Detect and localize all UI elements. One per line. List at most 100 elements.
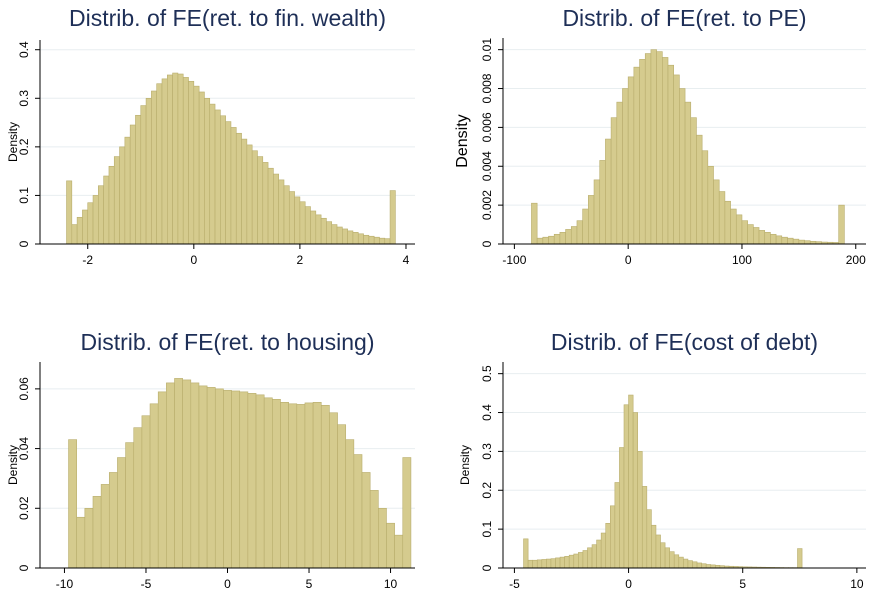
bar bbox=[157, 84, 162, 244]
y-tick-label: 0.3 bbox=[17, 90, 31, 107]
bar bbox=[247, 145, 252, 244]
y-tick-label: 0.02 bbox=[17, 496, 31, 520]
bar bbox=[647, 510, 652, 568]
bar bbox=[93, 195, 98, 244]
bar bbox=[546, 559, 551, 568]
bar bbox=[386, 523, 394, 568]
bar bbox=[252, 151, 257, 244]
bar bbox=[305, 403, 313, 568]
bar bbox=[101, 484, 109, 568]
bar bbox=[587, 548, 592, 568]
bar bbox=[528, 560, 533, 568]
y-axis-label: Density bbox=[458, 445, 472, 485]
x-tick-label: -100 bbox=[502, 253, 526, 267]
bar bbox=[305, 207, 310, 244]
chart-title: Distrib. of FE(ret. to housing) bbox=[81, 329, 375, 355]
bar bbox=[617, 102, 623, 244]
bar bbox=[610, 506, 615, 568]
bar bbox=[297, 404, 305, 568]
bar bbox=[606, 523, 611, 568]
bar bbox=[770, 234, 776, 244]
bar bbox=[799, 240, 805, 244]
bar bbox=[640, 59, 646, 244]
bar bbox=[793, 239, 799, 244]
bar bbox=[257, 157, 262, 244]
bar bbox=[565, 556, 570, 568]
bar bbox=[378, 508, 386, 568]
bar bbox=[210, 104, 215, 244]
bar bbox=[629, 395, 634, 568]
x-tick-label: 0 bbox=[625, 577, 632, 591]
bar bbox=[592, 545, 597, 568]
chart-title: Distrib. of FE(ret. to PE) bbox=[562, 5, 806, 31]
bar bbox=[289, 192, 294, 244]
bar bbox=[183, 77, 188, 244]
bar bbox=[232, 391, 240, 568]
y-tick-label: 0.04 bbox=[17, 437, 31, 461]
bar bbox=[583, 209, 589, 244]
bar bbox=[605, 139, 611, 244]
bar bbox=[135, 115, 140, 244]
bar bbox=[624, 405, 629, 568]
bar bbox=[98, 186, 103, 244]
bar bbox=[178, 74, 183, 244]
bar bbox=[759, 230, 765, 244]
bar bbox=[531, 203, 537, 244]
bar bbox=[342, 229, 347, 244]
bar bbox=[215, 389, 223, 568]
bar bbox=[77, 517, 85, 568]
bar bbox=[248, 393, 256, 568]
bar bbox=[674, 555, 679, 568]
y-tick-label: 0.4 bbox=[17, 41, 31, 58]
bar bbox=[670, 552, 675, 568]
bar bbox=[622, 89, 628, 244]
bar bbox=[199, 92, 204, 244]
bar bbox=[88, 203, 93, 244]
bar bbox=[543, 237, 549, 244]
y-tick-label: 0.008 bbox=[480, 73, 494, 103]
bar bbox=[150, 404, 158, 568]
bar bbox=[665, 548, 670, 568]
x-tick-label: 100 bbox=[732, 253, 752, 267]
bar bbox=[348, 231, 353, 244]
bar bbox=[194, 86, 199, 244]
y-tick-label: 0.1 bbox=[17, 187, 31, 204]
bar bbox=[279, 180, 284, 244]
bar bbox=[93, 496, 101, 568]
y-tick-label: 0.2 bbox=[17, 138, 31, 155]
bar bbox=[588, 195, 594, 244]
bar bbox=[566, 229, 572, 244]
bar bbox=[379, 238, 384, 244]
bar bbox=[142, 416, 150, 568]
bar bbox=[533, 560, 538, 568]
bar bbox=[231, 127, 236, 244]
bar bbox=[574, 554, 579, 568]
x-tick-label: -2 bbox=[82, 253, 93, 267]
bar bbox=[332, 225, 337, 244]
bar bbox=[611, 118, 617, 244]
y-tick-label: 0.01 bbox=[480, 38, 494, 62]
bar bbox=[702, 564, 707, 568]
bar bbox=[158, 392, 166, 568]
bar bbox=[263, 162, 268, 244]
x-tick-label: 0 bbox=[190, 253, 197, 267]
y-tick-label: 0.002 bbox=[480, 190, 494, 220]
bar bbox=[242, 139, 247, 244]
bar bbox=[634, 67, 640, 244]
bar bbox=[109, 472, 117, 568]
bar bbox=[321, 218, 326, 244]
bar bbox=[151, 91, 156, 244]
bar bbox=[385, 239, 390, 244]
y-tick-label: 0.06 bbox=[17, 377, 31, 401]
bar bbox=[395, 535, 403, 568]
chart-title: Distrib. of FE(cost of debt) bbox=[551, 329, 818, 355]
bar bbox=[798, 549, 803, 568]
bar bbox=[313, 402, 321, 568]
bar bbox=[615, 482, 620, 568]
bar bbox=[311, 211, 316, 244]
y-tick-label: 0 bbox=[17, 240, 31, 247]
x-tick-label: 0 bbox=[625, 253, 632, 267]
bar bbox=[679, 557, 684, 568]
bar bbox=[175, 378, 183, 568]
bar bbox=[104, 176, 109, 244]
